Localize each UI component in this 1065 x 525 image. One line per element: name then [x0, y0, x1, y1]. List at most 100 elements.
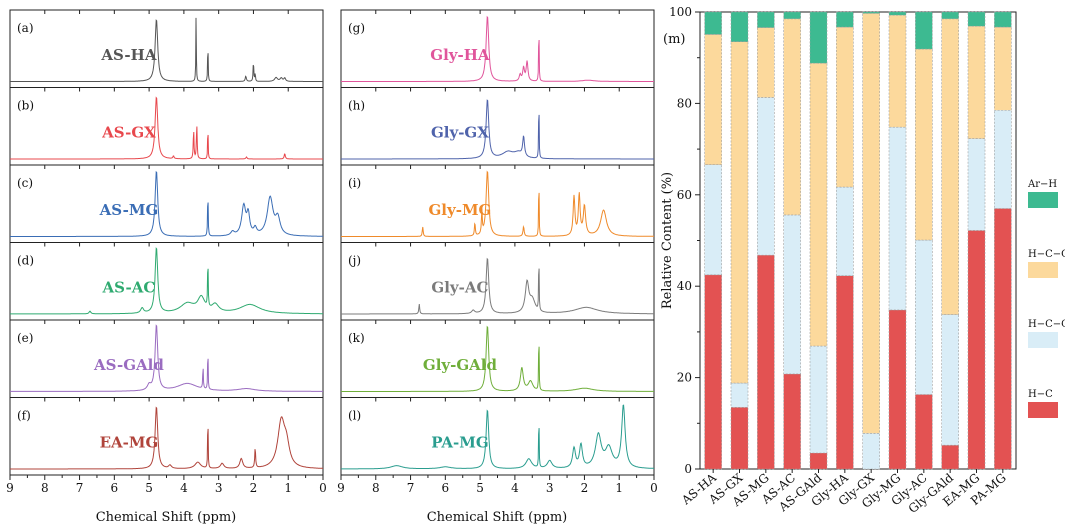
bar-stack — [862, 11, 880, 470]
bar-segment — [941, 444, 959, 470]
bar-segment — [994, 11, 1012, 28]
right-panel-2: (i) Gly-MG — [340, 164, 655, 243]
panel-letter: (l) — [348, 409, 361, 423]
left-panel-5: (f) EA-MG — [9, 397, 324, 476]
bar-segment — [730, 407, 749, 470]
bar-segment — [730, 382, 749, 408]
bar-stack — [730, 11, 749, 470]
panel-frame — [340, 319, 655, 398]
left-spectrum-line — [10, 324, 323, 392]
bar-stack — [783, 11, 801, 470]
x-tick-label: 0 — [650, 481, 658, 495]
y-tick-label: 80 — [677, 96, 692, 110]
x-tick-label: 9 — [337, 481, 345, 495]
sample-label: Gly-HA — [430, 46, 490, 64]
left-panel-3: (d) AS-AC — [9, 242, 324, 321]
right-spectrum-line — [341, 404, 654, 470]
sample-label: AS-MG — [99, 201, 159, 219]
bar-segment — [704, 34, 722, 165]
left-panel-2: (c) AS-MG — [9, 164, 324, 243]
right-spectrum-line — [341, 15, 654, 82]
bar-stack — [994, 11, 1012, 470]
bar-segment — [783, 214, 801, 375]
bar-segment — [730, 11, 749, 43]
x-tick-label: 5 — [145, 481, 153, 495]
sample-label: AS-GX — [101, 124, 156, 142]
legend-swatch — [1028, 262, 1058, 278]
sample-label: EA-MG — [100, 434, 159, 452]
bar-stack — [836, 11, 854, 470]
x-tick-label: 8 — [372, 481, 380, 495]
panel-letter: (k) — [348, 331, 365, 345]
y-tick-label: 60 — [677, 188, 692, 202]
panel-frame — [340, 397, 655, 476]
bar-segment — [862, 433, 880, 470]
panel-letter: (h) — [348, 99, 365, 113]
bar-segment — [994, 26, 1012, 111]
legend-entry: Ar−H — [1027, 179, 1058, 208]
panel-frame — [340, 164, 655, 243]
panel-letter: (b) — [17, 99, 34, 113]
bar-segment — [836, 186, 854, 276]
bar-segment — [862, 13, 880, 434]
legend-entry: H−C−O — [1028, 249, 1065, 278]
bar-segment — [757, 97, 775, 256]
panel-letter: (g) — [348, 21, 365, 35]
left-spectrum-line — [10, 406, 324, 470]
right-spectrum-line — [341, 325, 654, 392]
panel-letter: (c) — [17, 176, 33, 190]
x-tick-label: 1 — [284, 481, 292, 495]
x-tick-label: 3 — [215, 481, 223, 495]
panel-letter: (a) — [17, 21, 34, 35]
right-spectrum-line — [341, 99, 654, 160]
bar-segment — [862, 11, 880, 14]
bar-segment — [967, 25, 986, 139]
panel-frame — [9, 9, 324, 88]
bar-segment — [809, 11, 828, 64]
bar-stack — [967, 11, 986, 470]
panel-letter: (j) — [348, 254, 361, 268]
bar-segment — [836, 26, 854, 188]
spectra-column-right: (g) Gly-HA (h) Gly-GX (i) Gly-MG (j) Gly-AC (k) G… — [337, 9, 658, 495]
bar-segment — [915, 394, 933, 470]
sample-label: AS-AC — [102, 279, 156, 297]
left-spectrum-line — [10, 17, 323, 82]
x-tick-label: 7 — [407, 481, 415, 495]
right-spectrum-line — [341, 257, 654, 315]
panel-frame — [9, 242, 324, 321]
bar-stack — [941, 11, 959, 470]
panel-letter: (i) — [348, 176, 361, 190]
bar-segment — [994, 208, 1012, 470]
bar-segment — [915, 239, 933, 395]
spectra-column-left: (a) AS-HA (b) AS-GX (c) AS-MG (d) AS-AC (e) AS-GA… — [6, 9, 327, 495]
x-tick-label: 6 — [111, 481, 119, 495]
sample-label: AS-GAld — [93, 356, 164, 374]
x-tick-label: 0 — [319, 481, 327, 495]
right-panel-4: (k) Gly-GAld — [340, 319, 655, 398]
left-spectrum-line — [10, 247, 323, 315]
sample-label: AS-HA — [100, 46, 156, 64]
x-tick-label: 6 — [442, 481, 450, 495]
bar-segment — [757, 254, 775, 470]
panel-letter: (d) — [17, 254, 34, 268]
legend-swatch — [1028, 402, 1058, 418]
left-panel-0: (a) AS-HA — [9, 9, 324, 88]
left-panel-1: (b) AS-GX — [9, 87, 324, 166]
bar-segment — [967, 138, 986, 231]
sample-label: Gly-MG — [429, 201, 492, 219]
y-axis-label: Relative Content (%) — [660, 172, 675, 309]
bar-segment — [888, 309, 907, 470]
x-tick-label: 9 — [6, 481, 14, 495]
bar-stack — [915, 11, 933, 470]
panel-letter: (f) — [17, 409, 31, 423]
bar-segment — [809, 345, 828, 454]
legend-swatch — [1028, 332, 1058, 348]
y-tick-label: 0 — [684, 462, 692, 476]
bar-segment — [836, 11, 854, 28]
panel-frame — [9, 319, 324, 398]
panel-frame — [9, 397, 324, 476]
bar-segment — [915, 48, 933, 241]
legend-entry: H−C−C= — [1028, 319, 1065, 348]
bar-segment — [757, 11, 775, 28]
